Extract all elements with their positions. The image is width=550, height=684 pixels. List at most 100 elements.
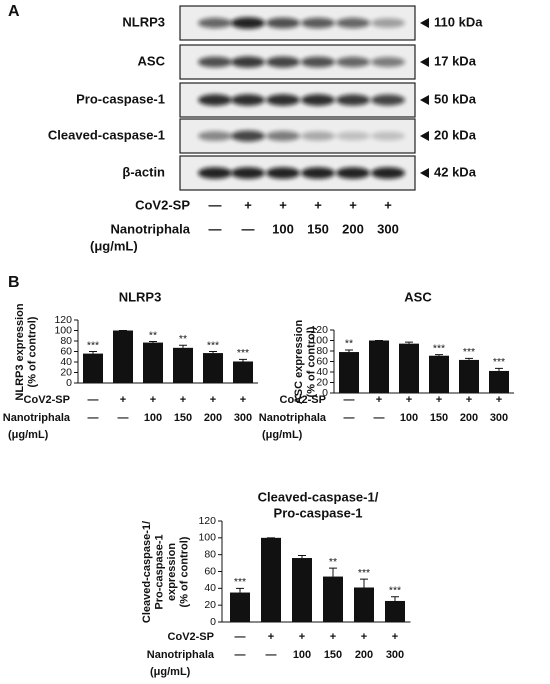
blot-band (301, 17, 335, 29)
chart-title: Pro-caspase-1 (274, 505, 363, 520)
significance-label: ** (149, 329, 157, 341)
y-tick-label: 20 (204, 599, 216, 611)
blot-size-label: 42 kDa (434, 164, 477, 179)
blot-band (266, 167, 300, 179)
treatment-label: 150 (324, 649, 342, 661)
treatment-label: 300 (386, 649, 404, 661)
treatment-name: Nanotriphala (147, 649, 215, 661)
y-axis-label: ASC expression (293, 320, 305, 405)
treatment-label: — (266, 649, 277, 661)
y-tick-label: 40 (204, 582, 216, 594)
blot-row-label: ASC (138, 53, 166, 68)
blot-band (231, 130, 265, 142)
chart-title: Cleaved-caspase-1/ (258, 489, 379, 504)
y-tick-label: 60 (60, 345, 72, 357)
y-axis-label: Cleaved-caspase-1/ (141, 521, 153, 623)
treatment-label: + (376, 394, 382, 406)
treatment-label: + (314, 197, 322, 212)
y-axis-label: Pro-caspase-1 (153, 534, 165, 609)
blot-band (336, 94, 370, 106)
bar (203, 353, 223, 383)
arrow (420, 131, 429, 141)
treatment-label: — (209, 197, 222, 212)
blot-band (371, 57, 405, 67)
bar (459, 359, 479, 393)
blot-band (336, 56, 370, 68)
treatment-label: + (349, 197, 357, 212)
arrow (420, 18, 429, 28)
y-tick-label: 60 (204, 565, 216, 577)
treatment-label: + (466, 394, 472, 406)
blot-band (231, 94, 265, 106)
treatment-name: CoV2-SP (168, 631, 214, 643)
treatment-label: 200 (460, 412, 478, 424)
blot-band (336, 131, 370, 141)
blot-band (371, 18, 405, 28)
treatment-name: Nanotriphala (259, 412, 327, 424)
blot-band (266, 17, 300, 29)
treatment-label: 150 (307, 221, 329, 236)
treatment-name: CoV2-SP (280, 394, 326, 406)
blot-band (301, 167, 335, 179)
blot-size-label: 50 kDa (434, 91, 477, 106)
error-bar (360, 578, 368, 588)
error-bar (179, 344, 187, 348)
treatment-label: — (209, 221, 222, 236)
bar (113, 330, 133, 383)
error-bar (239, 358, 247, 362)
treatment-label: + (496, 394, 502, 406)
y-tick-label: 20 (60, 366, 72, 378)
treatment-label: + (384, 197, 392, 212)
significance-label: ** (329, 556, 337, 568)
blot-band (336, 167, 370, 179)
treatment-label: + (436, 394, 442, 406)
y-tick-label: 120 (198, 515, 216, 527)
blot-band (371, 94, 405, 106)
chart-title: NLRP3 (119, 289, 162, 304)
blot-band (198, 94, 232, 106)
panel-label: B (8, 274, 20, 291)
treatment-name: CoV2-SP (24, 394, 70, 406)
y-axis-label: expression (166, 543, 178, 601)
chart-title: ASC (404, 289, 432, 304)
bar (83, 353, 103, 383)
arrow (420, 168, 429, 178)
blot-band (198, 56, 232, 68)
error-bar (391, 596, 399, 601)
y-tick-label: 80 (316, 345, 328, 357)
blot-band (371, 131, 405, 141)
y-tick-label: 40 (60, 356, 72, 368)
error-bar (495, 367, 503, 371)
treatment-label: 100 (272, 221, 294, 236)
bar (173, 347, 193, 383)
significance-label: *** (433, 342, 445, 354)
error-bar (329, 567, 337, 577)
treatment-label: + (299, 631, 305, 643)
significance-label: *** (389, 585, 401, 597)
y-tick-label: 0 (322, 387, 328, 399)
y-axis-label: (% of control) (26, 316, 38, 387)
treatment-label: — (88, 394, 99, 406)
error-bar (209, 351, 217, 354)
error-bar (465, 357, 473, 360)
significance-label: *** (358, 567, 370, 579)
y-tick-label: 100 (310, 334, 328, 346)
blot-row-label: NLRP3 (122, 14, 165, 29)
treatment-name: CoV2-SP (135, 197, 190, 212)
y-tick-label: 40 (316, 366, 328, 378)
treatment-label: — (344, 412, 355, 424)
blot-band (198, 131, 232, 141)
treatment-label: 150 (430, 412, 448, 424)
treatment-label: + (406, 394, 412, 406)
treatment-label: + (330, 631, 336, 643)
treatment-label: — (88, 412, 99, 424)
treatment-name: Nanotriphala (3, 412, 71, 424)
treatment-label: + (244, 197, 252, 212)
bar (339, 352, 359, 393)
treatment-label: — (235, 649, 246, 661)
blot-band (266, 56, 300, 68)
error-bar (149, 341, 157, 343)
treatment-label: — (242, 221, 255, 236)
treatment-unit: (μg/mL) (8, 429, 49, 441)
error-bar (298, 555, 306, 559)
